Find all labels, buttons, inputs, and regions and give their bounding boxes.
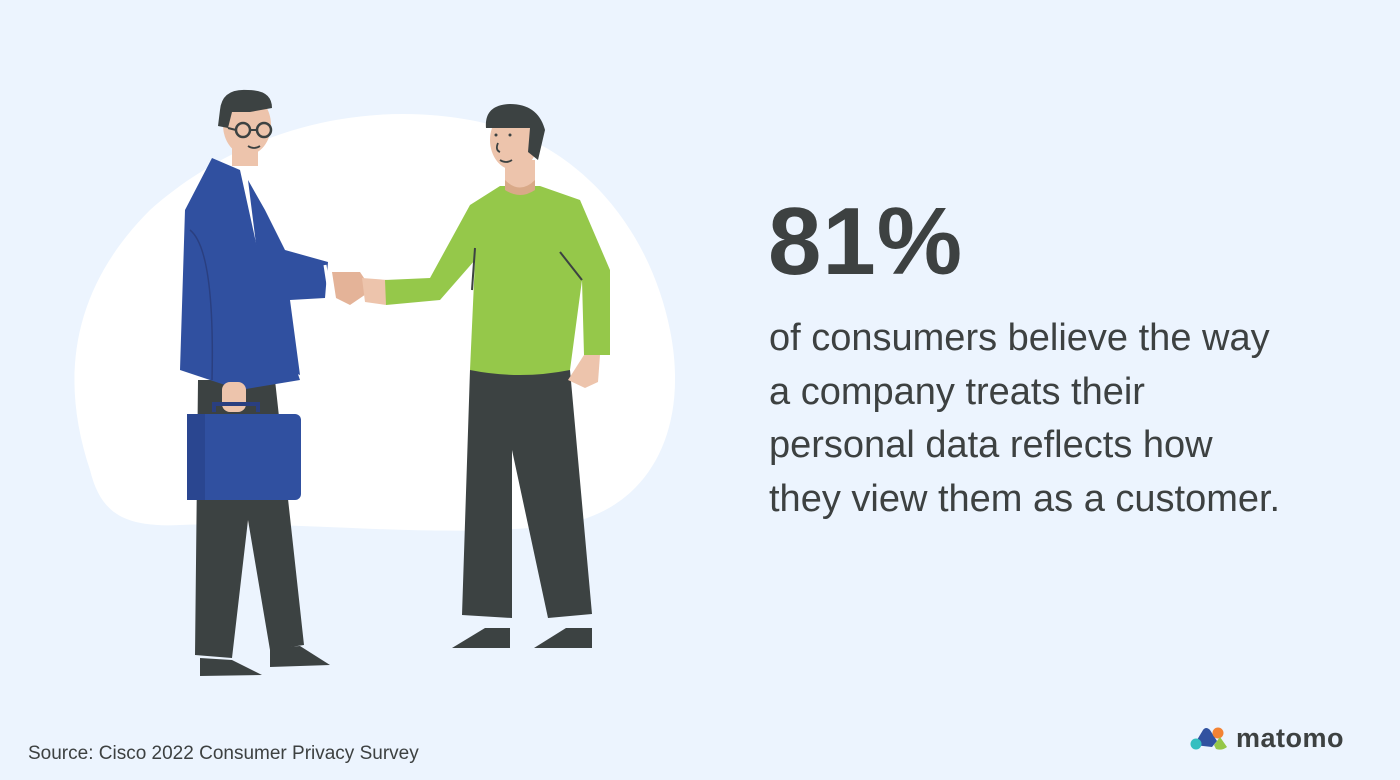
customer-figure: [362, 104, 610, 648]
handshake-illustration: [74, 89, 676, 676]
businessman-figure: [180, 89, 372, 676]
description-line: personal data reflects how: [769, 424, 1213, 466]
description-line: a company treats their: [769, 370, 1145, 413]
description-line: they view them as a customer.: [769, 477, 1281, 520]
headline-description: of consumers believe the way a company t…: [769, 312, 1369, 526]
description-line: of consumers believe the way: [769, 317, 1270, 359]
matomo-logo-text: matomo: [1236, 723, 1345, 753]
source-citation: Source: Cisco 2022 Consumer Privacy Surv…: [28, 743, 419, 764]
matomo-logo-icon: [1190, 727, 1227, 750]
matomo-logo: matomo: [1190, 724, 1344, 752]
headline-stat: 81%: [768, 188, 964, 295]
